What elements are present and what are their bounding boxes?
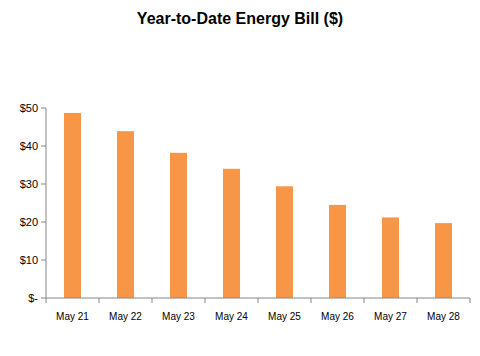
y-tick bbox=[41, 146, 46, 147]
bars bbox=[64, 113, 452, 298]
chart-svg: Year-to-Date Energy Bill ($) $- $10 $20 $30 $… bbox=[0, 0, 480, 356]
y-tick bbox=[41, 260, 46, 261]
x-tick-label: May 27 bbox=[374, 311, 407, 322]
x-tick bbox=[46, 298, 47, 303]
y-tick bbox=[41, 222, 46, 223]
y-tick-label: $30 bbox=[20, 178, 38, 190]
bar bbox=[223, 169, 240, 298]
x-tick-label: May 28 bbox=[427, 311, 460, 322]
y-tick-label: $- bbox=[28, 292, 38, 304]
bar bbox=[329, 205, 346, 298]
y-tick bbox=[41, 184, 46, 185]
x-tick bbox=[99, 298, 100, 303]
y-tick bbox=[41, 108, 46, 109]
bar bbox=[435, 223, 452, 298]
x-tick bbox=[258, 298, 259, 303]
y-tick-label: $50 bbox=[20, 102, 38, 114]
y-axis-line bbox=[46, 108, 47, 298]
x-tick bbox=[364, 298, 365, 303]
chart-title: Year-to-Date Energy Bill ($) bbox=[137, 10, 343, 27]
y-tick bbox=[41, 298, 46, 299]
bar bbox=[170, 153, 187, 298]
x-tick-label: May 24 bbox=[215, 311, 248, 322]
x-tick-label: May 21 bbox=[56, 311, 89, 322]
x-tick bbox=[311, 298, 312, 303]
x-tick bbox=[205, 298, 206, 303]
x-tick bbox=[417, 298, 418, 303]
x-tick bbox=[152, 298, 153, 303]
bar bbox=[382, 217, 399, 298]
bar bbox=[117, 131, 134, 298]
x-tick-label: May 26 bbox=[321, 311, 354, 322]
bar bbox=[64, 113, 81, 298]
x-tick-label: May 23 bbox=[162, 311, 195, 322]
x-tick-label: May 25 bbox=[268, 311, 301, 322]
chart-container: Year-to-Date Energy Bill ($) $- $10 $20 $30 $… bbox=[0, 0, 480, 356]
y-tick-label: $40 bbox=[20, 140, 38, 152]
y-tick-label: $10 bbox=[20, 254, 38, 266]
bar bbox=[276, 186, 293, 298]
x-tick bbox=[470, 298, 471, 303]
x-tick-label: May 22 bbox=[109, 311, 142, 322]
y-tick-label: $20 bbox=[20, 216, 38, 228]
